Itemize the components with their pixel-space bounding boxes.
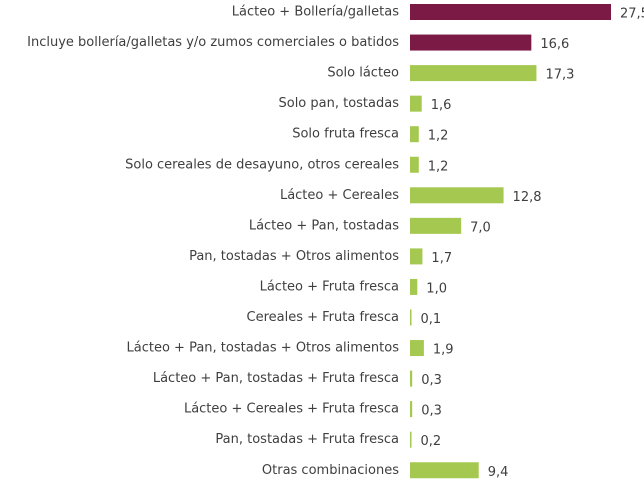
bars-group: Lácteo + Bollería/galletas 27,5 Incluye bo… [27,4,644,480]
category-label-pan-tostadas-otros-alimentos: Pan, tostadas + Otros alimentos [189,249,399,264]
category-label-pan-tostadas-fruta-fresca: Pan, tostadas + Fruta fresca [215,432,399,447]
bar-solo-lacteo [410,65,537,82]
value-label-otras-combinaciones: 9,4 [488,465,509,480]
value-label-incluye-bolleria-galletas-y-o-zumos-comerciales-o-batidos: 16,6 [540,37,569,52]
category-label-incluye-bolleria-galletas-y-o-zumos-comerciales-o-batidos: Incluye bollería/galletas y/o zumos come… [27,35,399,50]
category-label-solo-fruta-fresca: Solo fruta fresca [292,127,399,142]
value-label-solo-lacteo: 17,3 [545,68,574,83]
bar-lacteo-pan-tostadas-fruta-fresca [410,370,413,387]
category-label-solo-cereales-de-desayuno-otros-cereales: Solo cereales de desayuno, otros cereale… [125,157,399,172]
value-label-solo-pan-tostadas: 1,6 [431,98,452,113]
value-label-lacteo-pan-tostadas-fruta-fresca: 0,3 [421,373,442,388]
category-label-lacteo-pan-tostadas-otros-alimentos: Lácteo + Pan, tostadas + Otros alimentos [127,341,400,356]
bar-otras-combinaciones [410,462,479,479]
category-label-lacteo-fruta-fresca: Lácteo + Fruta fresca [260,279,399,294]
bar-lacteo-cereales-fruta-fresca [410,401,413,418]
value-label-lacteo-cereales: 12,8 [513,190,542,205]
bar-lacteo-pan-tostadas [410,217,462,234]
category-label-lacteo-pan-tostadas: Lácteo + Pan, tostadas [249,218,399,233]
value-label-cereales-fruta-fresca: 0,1 [421,312,442,327]
category-label-lacteo-pan-tostadas-fruta-fresca: Lácteo + Pan, tostadas + Fruta fresca [153,371,399,386]
value-label-lacteo-bolleria-galletas: 27,5 [620,7,644,22]
category-label-lacteo-bolleria-galletas: Lácteo + Bollería/galletas [232,5,399,20]
bar-lacteo-fruta-fresca [410,278,418,295]
value-label-lacteo-pan-tostadas: 7,0 [470,220,491,235]
bar-lacteo-bolleria-galletas [410,4,611,20]
bar-pan-tostadas-otros-alimentos [410,248,423,265]
value-label-lacteo-fruta-fresca: 1,0 [426,281,447,296]
bar-lacteo-pan-tostadas-otros-alimentos [410,340,424,357]
value-label-pan-tostadas-fruta-fresca: 0,2 [421,434,442,449]
value-label-lacteo-pan-tostadas-otros-alimentos: 1,9 [433,343,454,358]
value-label-pan-tostadas-otros-alimentos: 1,7 [431,251,452,266]
bar-solo-fruta-fresca [410,126,419,143]
bar-solo-cereales-de-desayuno-otros-cereales [410,156,419,173]
category-label-solo-pan-tostadas: Solo pan, tostadas [278,96,399,111]
bar-pan-tostadas-fruta-fresca [410,431,412,448]
value-label-solo-cereales-de-desayuno-otros-cereales: 1,2 [428,159,449,174]
value-label-solo-fruta-fresca: 1,2 [428,129,449,144]
bar-solo-pan-tostadas [410,95,422,112]
category-label-cereales-fruta-fresca: Cereales + Fruta fresca [247,310,399,325]
bar-cereales-fruta-fresca [410,309,412,326]
bar-incluye-bolleria-galletas-y-o-zumos-comerciales-o-batidos [410,34,532,51]
bar-lacteo-cereales [410,187,504,204]
category-label-solo-lacteo: Solo lácteo [327,66,399,81]
value-label-lacteo-cereales-fruta-fresca: 0,3 [421,404,442,419]
category-label-lacteo-cereales: Lácteo + Cereales [280,188,399,203]
category-label-otras-combinaciones: Otras combinaciones [262,463,399,478]
category-label-lacteo-cereales-fruta-fresca: Lácteo + Cereales + Fruta fresca [184,402,399,417]
